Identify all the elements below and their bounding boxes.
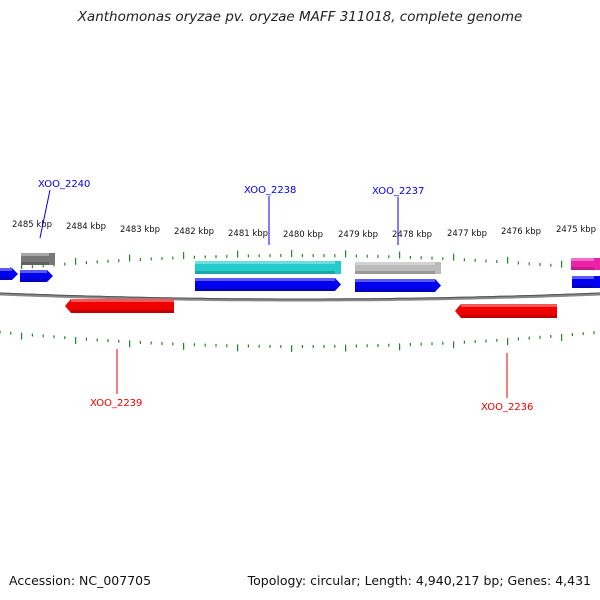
- scale-label: 2476 kbp: [501, 227, 541, 237]
- gene-label-xoo-2240[interactable]: XOO_2240: [38, 179, 90, 190]
- gene-arrow-left-edge[interactable]: [0, 268, 18, 280]
- scale-label: 2478 kbp: [392, 230, 432, 240]
- backbone-arc-highlight: [0, 292, 600, 300]
- gene-arrow-xoo-2240[interactable]: [20, 270, 53, 282]
- scale-label: 2479 kbp: [338, 230, 378, 240]
- gene-box-right-edge[interactable]: [571, 258, 600, 270]
- gene-box-xoo-2240[interactable]: [21, 253, 55, 265]
- scale-label: 2483 kbp: [120, 225, 160, 235]
- scale-label: 2481 kbp: [228, 229, 268, 239]
- scale-label: 2477 kbp: [447, 229, 487, 239]
- gene-arrow-xoo-2236[interactable]: [455, 304, 557, 318]
- scale-label: 2484 kbp: [66, 222, 106, 232]
- topology-summary: Topology: circular; Length: 4,940,217 bp…: [247, 573, 591, 588]
- gene-label-xoo-2239[interactable]: XOO_2239: [90, 398, 142, 409]
- scale-label: 2482 kbp: [174, 227, 214, 237]
- accession-text: Accession: NC_007705: [9, 573, 152, 588]
- gene-label-xoo-2238[interactable]: XOO_2238: [244, 185, 296, 196]
- gene-arrow-xoo-2239[interactable]: [65, 299, 174, 313]
- callout-line-xoo-2240: [39, 189, 51, 239]
- gene-label-xoo-2237[interactable]: XOO_2237: [372, 186, 424, 197]
- gene-box-xoo-2237[interactable]: [355, 262, 441, 274]
- gene-arrow-xoo-2238[interactable]: [195, 278, 341, 291]
- gene-arrow-right-edge[interactable]: [572, 276, 600, 288]
- scale-label: 2480 kbp: [283, 230, 323, 240]
- scale-label: 2485 kbp: [12, 220, 52, 230]
- scale-label: 2475 kbp: [556, 225, 596, 235]
- gene-label-xoo-2236[interactable]: XOO_2236: [481, 402, 533, 413]
- gene-arrow-xoo-2237[interactable]: [355, 279, 441, 292]
- genome-title: Xanthomonas oryzae pv. oryzae MAFF 31101…: [77, 9, 523, 25]
- gene-box-xoo-2238[interactable]: [195, 261, 341, 274]
- backbone-arc: [0, 292, 600, 302]
